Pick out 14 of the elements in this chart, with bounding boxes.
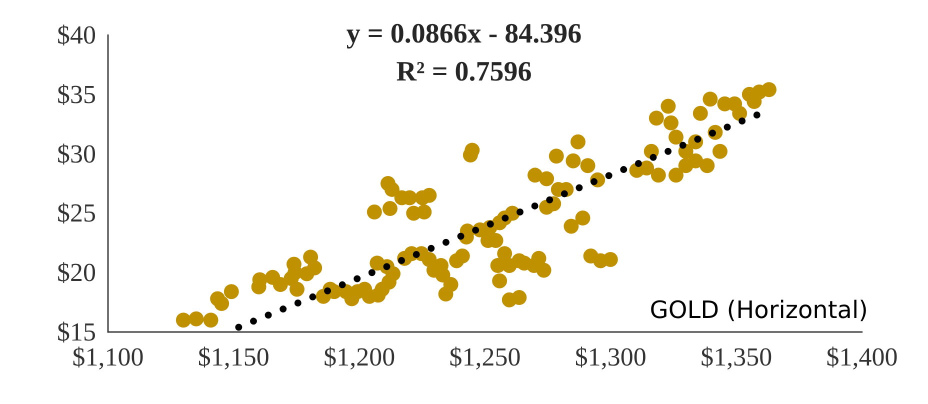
x-tick-label: $1,300: [574, 342, 646, 372]
y-tick-label: $30: [57, 139, 96, 168]
y-tick-label: $40: [57, 20, 96, 50]
x-tick-label: $1,250: [449, 342, 521, 372]
x-tick-label: $1,350: [700, 342, 772, 372]
x-tick-label: $1,150: [198, 342, 270, 372]
annotation: R² = 0.7596: [396, 56, 532, 88]
annotation: y = 0.0866x - 84.396: [346, 18, 582, 50]
annotation: GOLD (Horizontal): [650, 296, 868, 324]
y-tick-label: $35: [57, 80, 96, 109]
y-tick-label: $20: [57, 258, 96, 288]
x-tick-label: $1,200: [324, 342, 396, 372]
y-tick-label: $25: [57, 198, 96, 228]
x-tick-label: $1,400: [826, 342, 898, 372]
